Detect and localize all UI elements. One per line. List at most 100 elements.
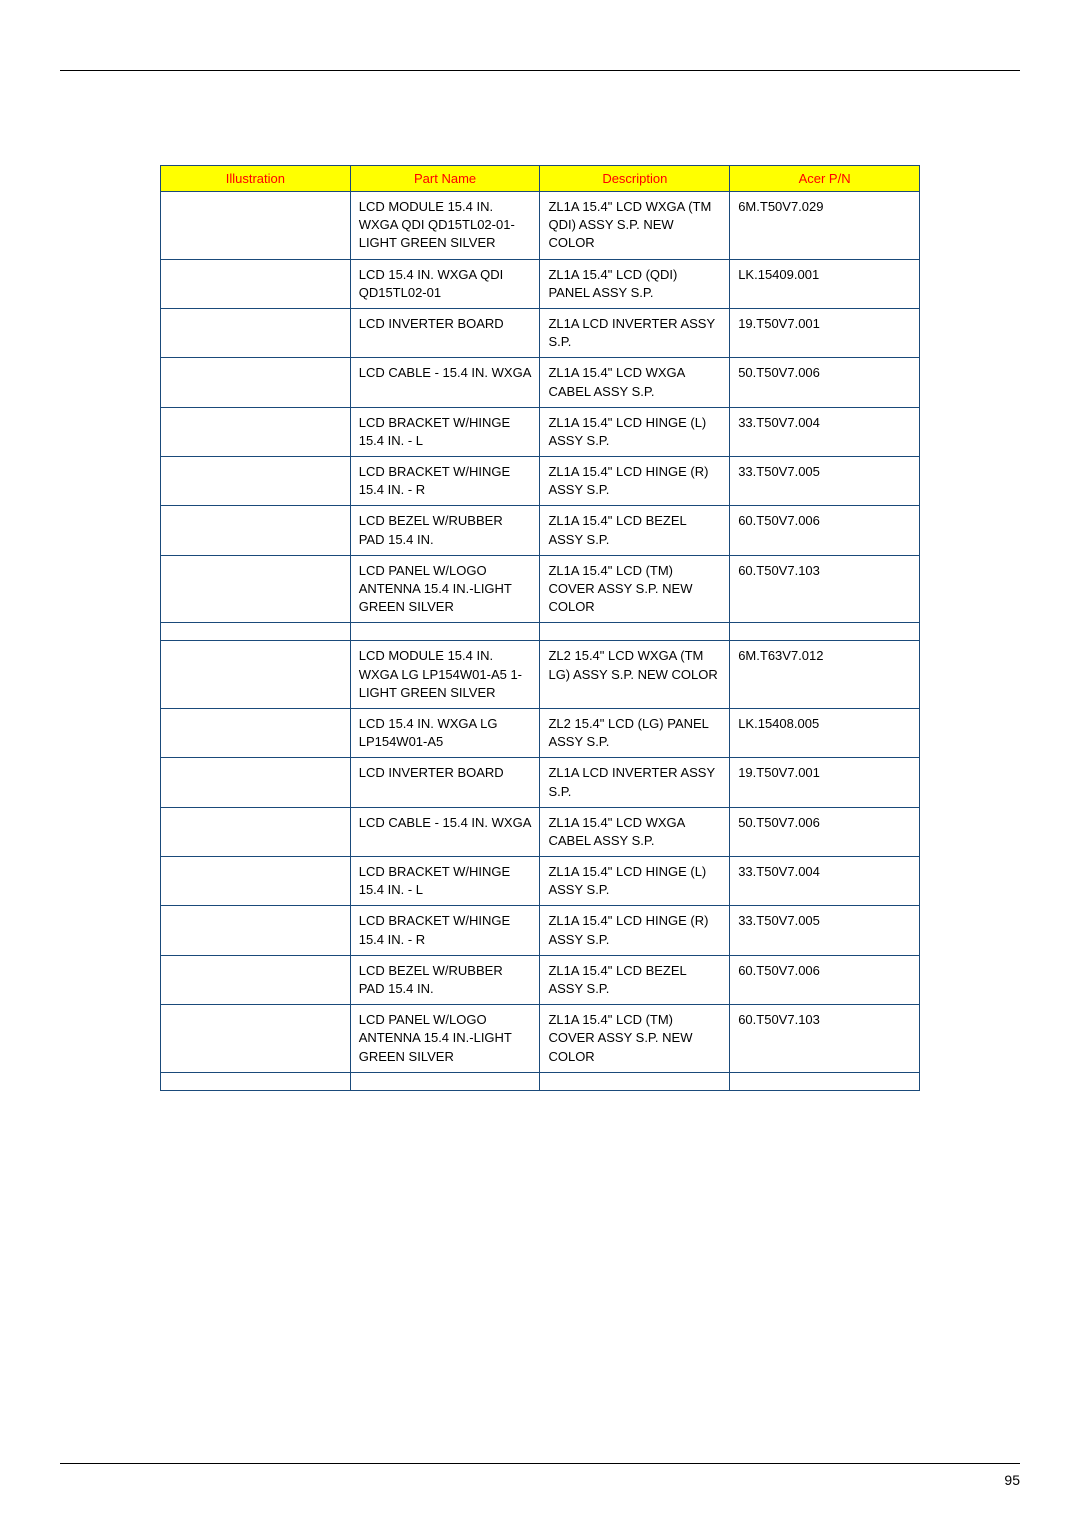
cell-description: ZL2 15.4" LCD (LG) PANEL ASSY S.P. [540,708,730,757]
table-row: LCD CABLE - 15.4 IN. WXGAZL1A 15.4" LCD … [161,807,920,856]
table-row: LCD PANEL W/LOGO ANTENNA 15.4 IN.-LIGHT … [161,1005,920,1073]
table-row: LCD PANEL W/LOGO ANTENNA 15.4 IN.-LIGHT … [161,555,920,623]
cell-part_name: LCD BRACKET W/HINGE 15.4 IN. - L [350,857,540,906]
cell-acer_pn: 33.T50V7.004 [730,407,920,456]
page-number: 95 [60,1472,1020,1488]
cell-acer_pn: 6M.T50V7.029 [730,192,920,260]
cell-acer_pn: 19.T50V7.001 [730,308,920,357]
cell-illustration [161,192,351,260]
cell-part_name: LCD CABLE - 15.4 IN. WXGA [350,807,540,856]
cell-part_name: LCD INVERTER BOARD [350,308,540,357]
table-row: LCD BRACKET W/HINGE 15.4 IN. - LZL1A 15.… [161,857,920,906]
cell-part_name: LCD BRACKET W/HINGE 15.4 IN. - R [350,457,540,506]
spacer-cell [161,1072,351,1090]
cell-part_name: LCD 15.4 IN. WXGA QDI QD15TL02-01 [350,259,540,308]
cell-description: ZL1A 15.4" LCD WXGA CABEL ASSY S.P. [540,807,730,856]
header-illustration: Illustration [161,166,351,192]
table-row: LCD INVERTER BOARDZL1A LCD INVERTER ASSY… [161,308,920,357]
cell-acer_pn: 50.T50V7.006 [730,807,920,856]
spacer-cell [540,1072,730,1090]
parts-table-container: Illustration Part Name Description Acer … [60,165,1020,1091]
cell-acer_pn: 6M.T63V7.012 [730,641,920,709]
cell-description: ZL1A LCD INVERTER ASSY S.P. [540,758,730,807]
cell-illustration [161,308,351,357]
cell-description: ZL1A 15.4" LCD HINGE (L) ASSY S.P. [540,857,730,906]
spacer-cell [730,1072,920,1090]
cell-description: ZL1A 15.4" LCD BEZEL ASSY S.P. [540,506,730,555]
cell-acer_pn: 50.T50V7.006 [730,358,920,407]
header-part-name: Part Name [350,166,540,192]
cell-illustration [161,1005,351,1073]
cell-part_name: LCD BEZEL W/RUBBER PAD 15.4 IN. [350,506,540,555]
table-row: LCD 15.4 IN. WXGA LG LP154W01-A5ZL2 15.4… [161,708,920,757]
table-row: LCD BRACKET W/HINGE 15.4 IN. - RZL1A 15.… [161,906,920,955]
table-row: LCD INVERTER BOARDZL1A LCD INVERTER ASSY… [161,758,920,807]
cell-illustration [161,457,351,506]
cell-illustration [161,708,351,757]
cell-description: ZL1A 15.4" LCD HINGE (R) ASSY S.P. [540,906,730,955]
cell-illustration [161,641,351,709]
header-rule [60,70,1020,71]
table-row: LCD BEZEL W/RUBBER PAD 15.4 IN.ZL1A 15.4… [161,955,920,1004]
cell-description: ZL1A 15.4" LCD (TM) COVER ASSY S.P. NEW … [540,555,730,623]
table-row [161,623,920,641]
cell-description: ZL1A 15.4" LCD (QDI) PANEL ASSY S.P. [540,259,730,308]
cell-part_name: LCD MODULE 15.4 IN. WXGA QDI QD15TL02-01… [350,192,540,260]
header-acer-pn: Acer P/N [730,166,920,192]
parts-table: Illustration Part Name Description Acer … [160,165,920,1091]
cell-part_name: LCD MODULE 15.4 IN. WXGA LG LP154W01-A5 … [350,641,540,709]
cell-part_name: LCD CABLE - 15.4 IN. WXGA [350,358,540,407]
cell-part_name: LCD BRACKET W/HINGE 15.4 IN. - R [350,906,540,955]
table-row [161,1072,920,1090]
cell-acer_pn: 60.T50V7.006 [730,955,920,1004]
spacer-cell [350,623,540,641]
cell-illustration [161,506,351,555]
cell-acer_pn: LK.15409.001 [730,259,920,308]
cell-acer_pn: 33.T50V7.005 [730,906,920,955]
cell-illustration [161,857,351,906]
spacer-cell [540,623,730,641]
cell-description: ZL1A 15.4" LCD BEZEL ASSY S.P. [540,955,730,1004]
cell-illustration [161,259,351,308]
table-row: LCD BRACKET W/HINGE 15.4 IN. - RZL1A 15.… [161,457,920,506]
table-row: LCD BRACKET W/HINGE 15.4 IN. - LZL1A 15.… [161,407,920,456]
footer-rule [60,1463,1020,1464]
table-header-row: Illustration Part Name Description Acer … [161,166,920,192]
header-description: Description [540,166,730,192]
cell-description: ZL2 15.4" LCD WXGA (TM LG) ASSY S.P. NEW… [540,641,730,709]
cell-part_name: LCD PANEL W/LOGO ANTENNA 15.4 IN.-LIGHT … [350,555,540,623]
cell-part_name: LCD PANEL W/LOGO ANTENNA 15.4 IN.-LIGHT … [350,1005,540,1073]
cell-description: ZL1A LCD INVERTER ASSY S.P. [540,308,730,357]
cell-description: ZL1A 15.4" LCD WXGA CABEL ASSY S.P. [540,358,730,407]
cell-acer_pn: 60.T50V7.006 [730,506,920,555]
table-body: LCD MODULE 15.4 IN. WXGA QDI QD15TL02-01… [161,192,920,1091]
cell-part_name: LCD BRACKET W/HINGE 15.4 IN. - L [350,407,540,456]
cell-illustration [161,555,351,623]
cell-description: ZL1A 15.4" LCD (TM) COVER ASSY S.P. NEW … [540,1005,730,1073]
cell-part_name: LCD 15.4 IN. WXGA LG LP154W01-A5 [350,708,540,757]
cell-acer_pn: 33.T50V7.004 [730,857,920,906]
spacer-cell [161,623,351,641]
table-row: LCD MODULE 15.4 IN. WXGA QDI QD15TL02-01… [161,192,920,260]
spacer-cell [350,1072,540,1090]
cell-illustration [161,407,351,456]
cell-description: ZL1A 15.4" LCD WXGA (TM QDI) ASSY S.P. N… [540,192,730,260]
table-row: LCD 15.4 IN. WXGA QDI QD15TL02-01ZL1A 15… [161,259,920,308]
spacer-cell [730,623,920,641]
cell-part_name: LCD BEZEL W/RUBBER PAD 15.4 IN. [350,955,540,1004]
cell-acer_pn: 33.T50V7.005 [730,457,920,506]
table-row: LCD MODULE 15.4 IN. WXGA LG LP154W01-A5 … [161,641,920,709]
page-footer: 95 [60,1463,1020,1488]
cell-illustration [161,906,351,955]
cell-illustration [161,358,351,407]
cell-acer_pn: 19.T50V7.001 [730,758,920,807]
cell-acer_pn: 60.T50V7.103 [730,555,920,623]
cell-acer_pn: LK.15408.005 [730,708,920,757]
cell-description: ZL1A 15.4" LCD HINGE (L) ASSY S.P. [540,407,730,456]
cell-illustration [161,807,351,856]
table-row: LCD BEZEL W/RUBBER PAD 15.4 IN.ZL1A 15.4… [161,506,920,555]
cell-illustration [161,955,351,1004]
cell-part_name: LCD INVERTER BOARD [350,758,540,807]
cell-description: ZL1A 15.4" LCD HINGE (R) ASSY S.P. [540,457,730,506]
cell-acer_pn: 60.T50V7.103 [730,1005,920,1073]
